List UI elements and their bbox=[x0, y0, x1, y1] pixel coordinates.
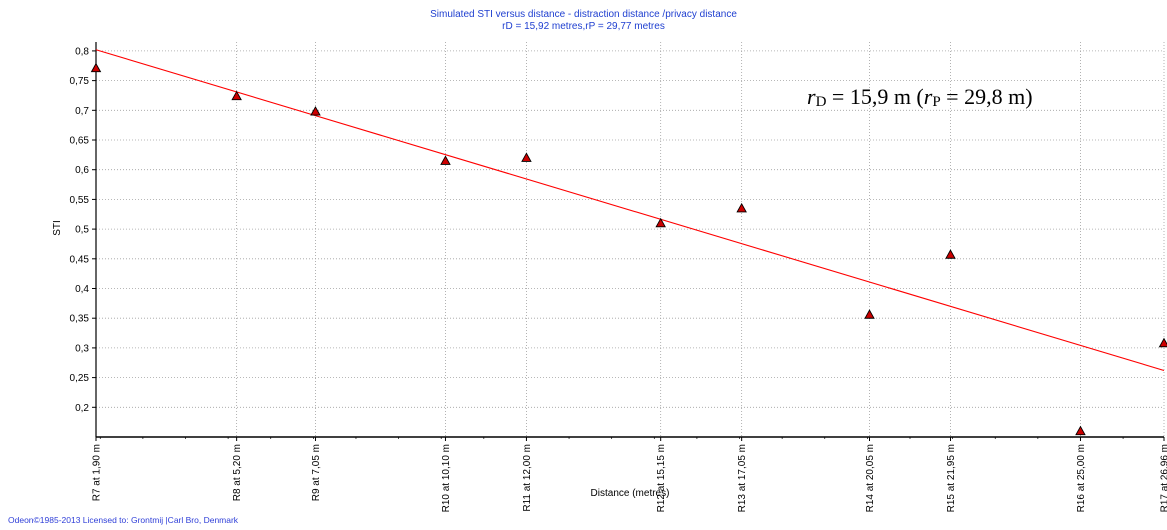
grid-lines bbox=[95, 42, 1165, 437]
data-point-triangle bbox=[1158, 337, 1167, 348]
data-point-triangle bbox=[864, 309, 875, 319]
y-tick-label: 0,7 bbox=[75, 106, 89, 117]
data-point-triangle bbox=[90, 62, 102, 73]
x-tick-label: R12 at 15,15 m bbox=[656, 444, 667, 512]
x-tick-label: R16 at 25,00 m bbox=[1076, 444, 1087, 512]
y-tick-label: 0,6 bbox=[75, 165, 89, 176]
data-points bbox=[90, 62, 1167, 436]
x-tick-label: R14 at 20,05 m bbox=[865, 444, 876, 512]
y-tick-label: 0,25 bbox=[70, 373, 90, 384]
y-tick-label: 0,45 bbox=[70, 254, 90, 265]
data-point-triangle bbox=[440, 155, 451, 165]
data-point-triangle bbox=[521, 152, 532, 162]
annotation-subscript-p: P bbox=[932, 94, 940, 110]
y-tick-label: 0,35 bbox=[70, 314, 90, 325]
data-point-triangle bbox=[231, 90, 242, 101]
y-tick-label: 0,65 bbox=[70, 136, 90, 147]
y-tick-label: 0,2 bbox=[75, 403, 89, 414]
y-axis-label: STI bbox=[52, 220, 63, 236]
x-tick-label: R11 at 12,00 m bbox=[522, 444, 533, 512]
annotation-r-symbol: r bbox=[807, 84, 816, 109]
x-tick-label: R17 at 26,96 m bbox=[1160, 444, 1167, 512]
regression-line bbox=[95, 49, 1165, 372]
x-axis-label: Distance (metres) bbox=[591, 488, 670, 499]
annotation-value-d: = 15,9 m ( bbox=[826, 84, 923, 109]
x-tick-label: R7 at 1,90 m bbox=[92, 444, 103, 501]
fit-line-group bbox=[95, 49, 1165, 372]
data-point-triangle bbox=[1075, 425, 1086, 436]
y-tick-label: 0,55 bbox=[70, 195, 90, 206]
axes bbox=[92, 42, 1165, 441]
y-tick-label: 0,4 bbox=[75, 284, 89, 295]
x-tick-label: R9 at 7,05 m bbox=[311, 444, 322, 501]
data-point-triangle bbox=[736, 202, 747, 213]
data-point-triangle bbox=[310, 106, 321, 116]
chart-title: Simulated STI versus distance - distract… bbox=[430, 9, 737, 20]
annotation-r-symbol-2: r bbox=[924, 84, 933, 109]
license-footer: Odeon©1985-2013 Licensed to: Grontmij |C… bbox=[8, 515, 239, 525]
y-tick-label: 0,3 bbox=[75, 343, 89, 354]
x-tick-label: R8 at 5,20 m bbox=[232, 444, 243, 501]
x-tick-label: R10 at 10,10 m bbox=[441, 444, 452, 512]
chart-subtitle: rD = 15,92 metres,rP = 29,77 metres bbox=[502, 21, 665, 32]
x-tick-label: R15 at 21,95 m bbox=[946, 444, 957, 512]
y-tick-label: 0,5 bbox=[75, 225, 89, 236]
annotation-subscript-d: D bbox=[816, 94, 827, 110]
distance-annotation: rD = 15,9 m (rP = 29,8 m) bbox=[807, 84, 1033, 110]
data-point-triangle bbox=[655, 217, 666, 228]
y-tick-label: 0,75 bbox=[70, 76, 90, 87]
chart-title-block: Simulated STI versus distance - distract… bbox=[0, 9, 1167, 33]
y-tick-labels: 0,2 0,25 0,3 0,35 0,4 0,45 0,5 0,55 0,6 0,65 0,7 0,… bbox=[70, 46, 90, 413]
y-tick-label: 0,8 bbox=[75, 46, 89, 57]
x-tick-labels: R7 at 1,90 m R8 at 5,20 m R9 at 7,05 m R10 … bbox=[92, 444, 1167, 512]
data-point-triangle bbox=[945, 249, 956, 259]
annotation-value-p: = 29,8 m) bbox=[941, 84, 1033, 109]
x-tick-label: R13 at 17,05 m bbox=[737, 444, 748, 512]
